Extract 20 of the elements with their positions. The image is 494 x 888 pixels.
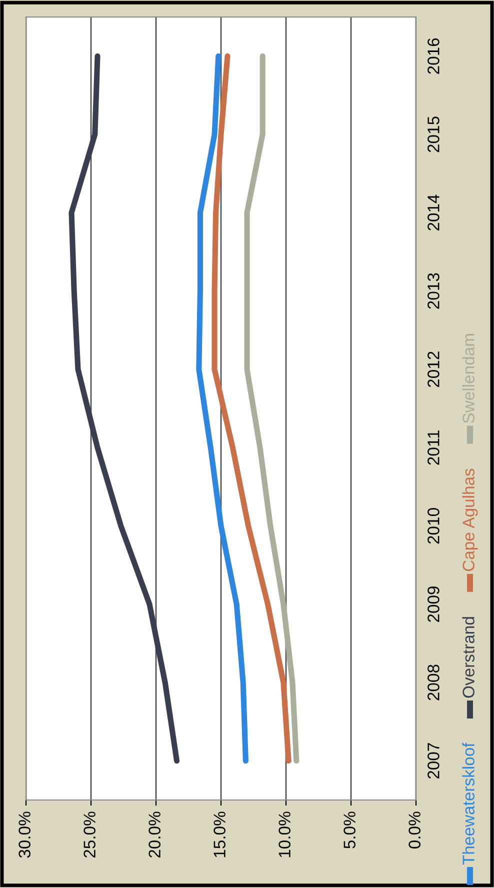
x-tick-label: 5.0% [344,812,356,848]
x-tick-label: 25.0% [84,812,96,858]
text: Cape Agulhas [462,468,478,572]
y-tick-label: 2010 [428,508,440,544]
y-tick-label: 2016 [428,38,440,74]
text: Overstrand [462,617,474,698]
x-tick-label: 15.0% [214,812,226,858]
y-tick-label: 2015 [428,116,440,152]
y-tick-label: 2011 [428,430,440,465]
y-tick-label: 2007 [428,743,440,779]
y-tick-label: 2009 [428,586,440,622]
y-tick-label: 2014 [428,194,440,230]
x-tick-label: 30.0% [18,812,30,858]
y-tick-label: 2012 [428,352,440,388]
x-tick-label: 10.0% [278,812,290,858]
x-tick-label: 20.0% [148,812,160,858]
y-tick-label: 2013 [428,273,440,309]
text: Theewaterskloof [462,742,474,865]
x-tick-label: 0.0% [408,812,420,848]
y-tick-label: 2008 [428,664,440,700]
